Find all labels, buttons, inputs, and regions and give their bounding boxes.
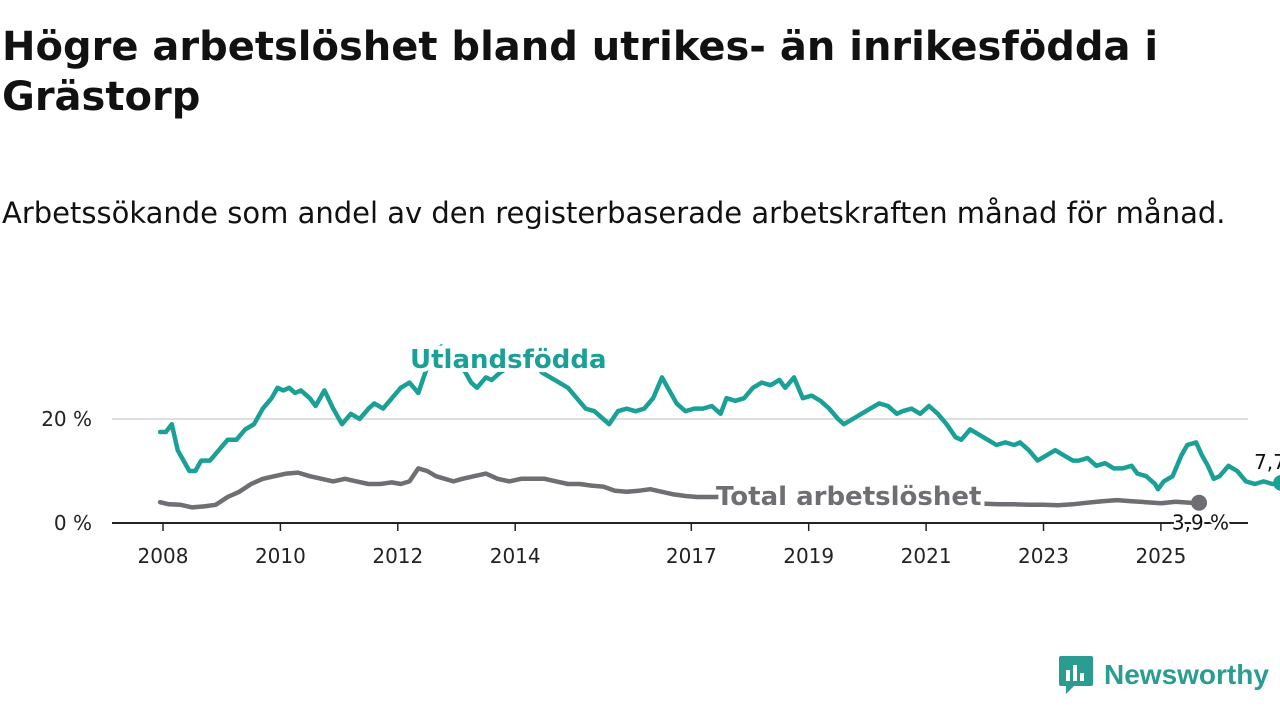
series-label-utlandsfodda: Utlandsfödda [410, 345, 607, 375]
y-tick-label-1: 20 % [41, 407, 92, 431]
end-label-total: 3,9 % [1172, 511, 1229, 535]
line-chart: 0 % 20 % 2008 2010 2012 2014 2017 2019 2021 2023 2… [41, 341, 1280, 568]
chart-title: Högre arbetslöshet bland utrikes- än inr… [2, 24, 1159, 120]
x-tick-label-7: 2023 [1018, 544, 1069, 568]
x-tick-label-0: 2008 [138, 544, 189, 568]
y-tick-label-0: 0 % [54, 511, 92, 535]
end-label-utlandsfodda: 7,7 % [1254, 450, 1280, 474]
endpoint-total [1191, 494, 1208, 511]
x-tick-label-3: 2014 [490, 544, 541, 568]
x-tick-label-6: 2021 [901, 544, 952, 568]
series-layer [157, 343, 1280, 511]
x-tick-label-4: 2017 [666, 544, 717, 568]
chart-subtitle: Arbetssökande som andel av den registerb… [2, 196, 1226, 230]
series-line-utlandsfodda [157, 343, 1280, 492]
x-tick-label-1: 2010 [255, 544, 306, 568]
newsworthy-logo: Newsworthy [1058, 654, 1269, 696]
label-layer: 7,7 % 3,9 % Utlandsfödda Total arbetslöshet [406, 341, 1280, 537]
axis-layer: 0 % 20 % 2008 2010 2012 2014 2017 2019 2021 2023 2… [41, 407, 1248, 568]
newsworthy-logo-icon [1059, 656, 1093, 694]
x-tick-label-5: 2019 [783, 544, 834, 568]
endpoint-utlandsfodda [1273, 475, 1280, 491]
x-tick-label-2: 2012 [372, 544, 423, 568]
series-label-total: Total arbetslöshet [716, 482, 981, 512]
newsworthy-wordmark: Newsworthy [1104, 659, 1269, 690]
series-line-total-tail [938, 497, 1202, 508]
x-tick-label-8: 2025 [1135, 544, 1186, 568]
series-line-total [157, 466, 747, 510]
